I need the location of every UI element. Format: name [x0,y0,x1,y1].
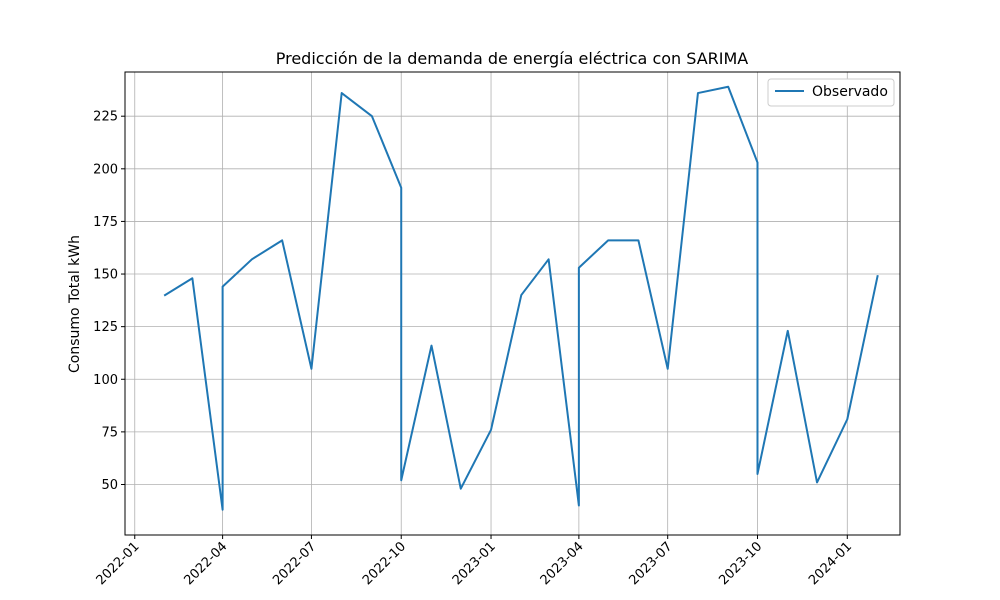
y-tick-label: 75 [101,425,118,440]
y-tick-label: 125 [93,320,118,335]
y-tick-label: 150 [93,268,118,283]
chart-title: Predicción de la demanda de energía eléc… [276,49,749,68]
grid-lines [125,72,900,535]
legend: Observado [767,78,895,107]
legend-label: Observado [812,84,888,100]
legend-box [767,78,895,107]
y-axis-label: Consumo Total kWh [67,235,83,373]
y-tick-label: 200 [93,162,118,177]
y-tick-label: 225 [93,110,118,125]
y-tick-label: 50 [101,478,118,493]
series-line-observado [163,85,879,511]
y-axis: 50 75 100 125 150 175 200 225 [93,110,125,493]
plot-frame [124,71,901,536]
y-tick-label: 100 [93,373,118,388]
series-layer [163,85,879,511]
y-tick-label: 175 [93,215,118,230]
